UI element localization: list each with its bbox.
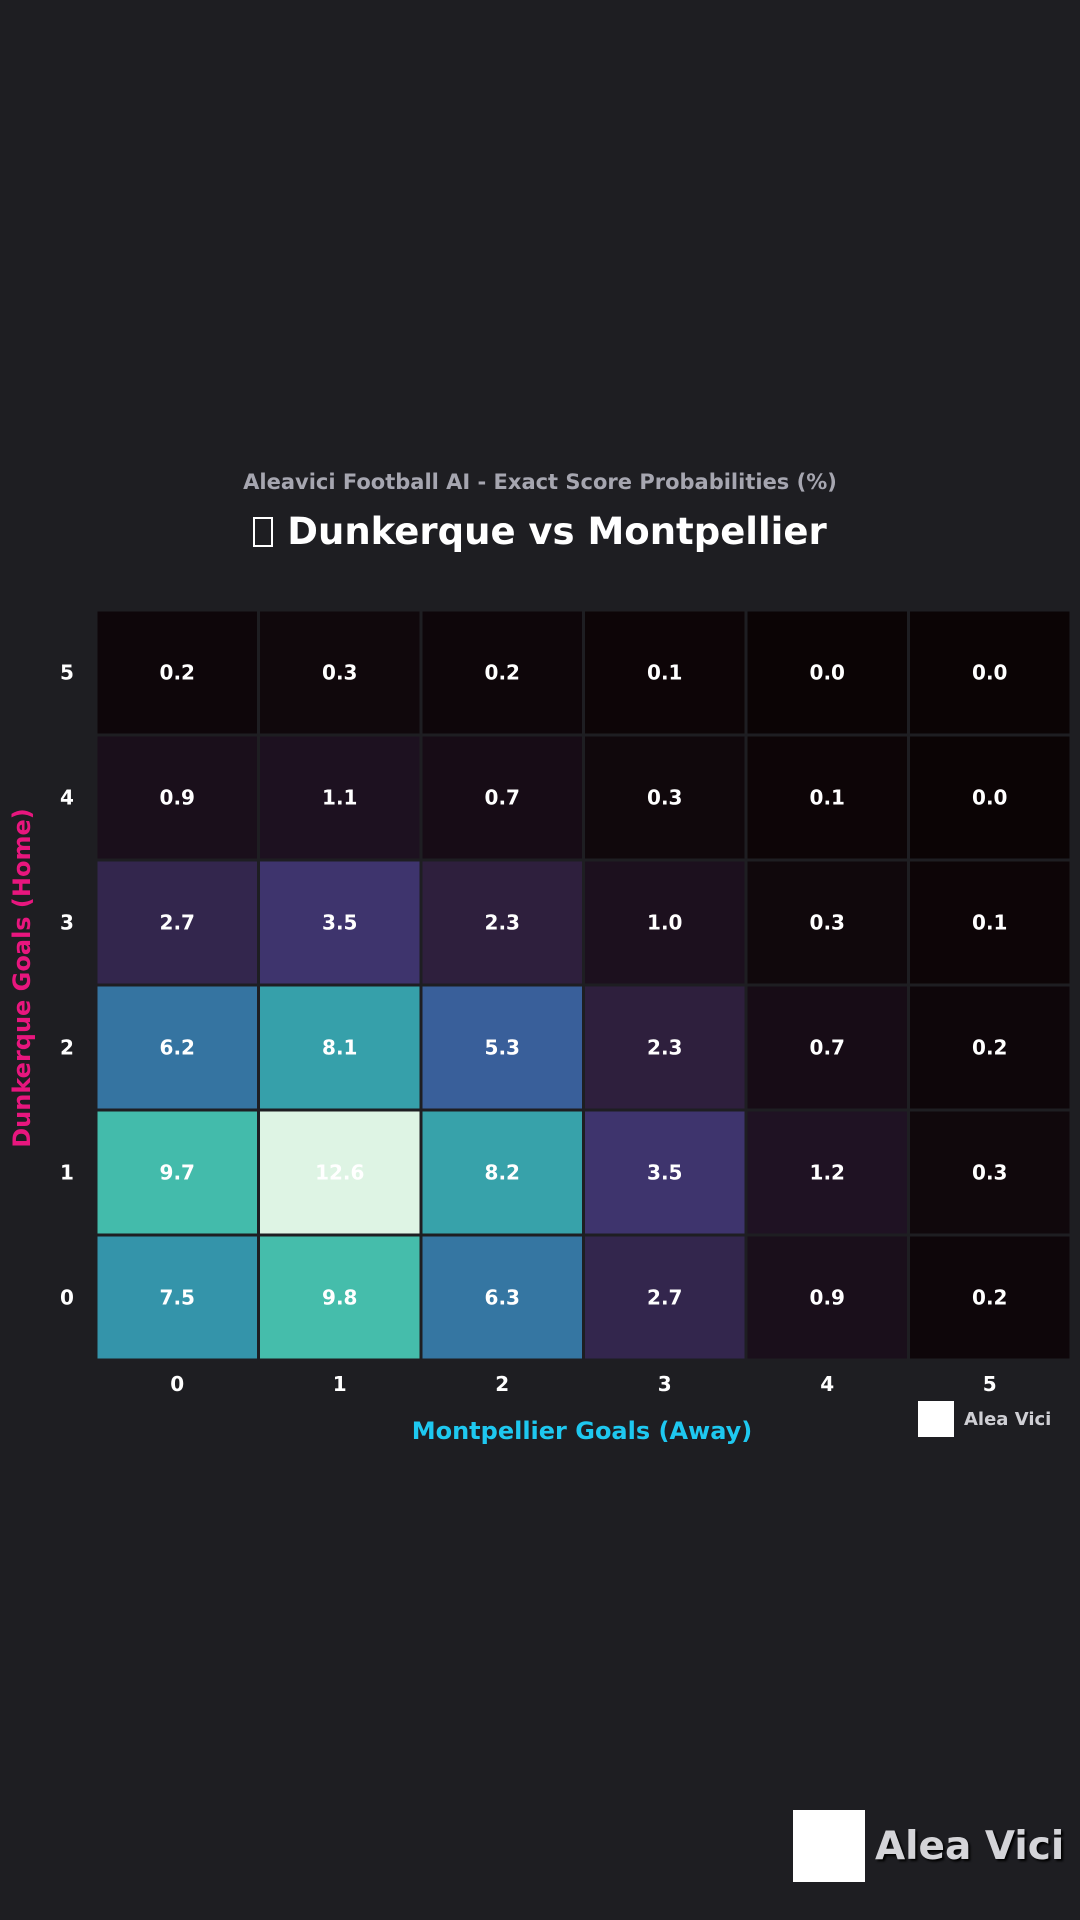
cell-value-label: 0.9 [810,1286,845,1310]
y-tick-label: 4 [60,786,74,810]
x-tick-label: 5 [983,1372,997,1396]
heatmap-cell [907,608,1073,737]
cell-value-label: 0.0 [972,786,1007,810]
watermark-large: Alea Vici [793,1810,1064,1882]
watermark-logo-icon [918,1401,954,1437]
cell-value-label: 0.2 [485,661,520,685]
cell-value-label: 9.7 [160,1161,195,1185]
cell-value-label: 6.2 [160,1036,195,1060]
missing-glyph-icon [253,517,274,547]
cell-value-label: 0.2 [972,1036,1007,1060]
cell-value-label: 0.9 [160,786,195,810]
heatmap-cell [419,858,585,987]
cell-value-label: 8.2 [485,1161,520,1185]
heatmap-cell [582,733,748,862]
heatmap-cell [257,1233,423,1362]
heatmap-cell [419,983,585,1112]
heatmap-cell [257,1108,423,1237]
cell-value-label: 1.0 [647,911,682,935]
cell-value-label: 3.5 [322,911,357,935]
x-tick-label: 1 [333,1372,347,1396]
cell-value-label: 0.3 [322,661,357,685]
chart-title: Dunkerque vs Montpellier [287,510,827,553]
heatmap-cell [582,1233,748,1362]
heatmap-cell [582,983,748,1112]
x-axis-label: Montpellier Goals (Away) [411,1417,753,1445]
heatmap-cell [257,608,423,737]
cell-value-label: 0.2 [972,1286,1007,1310]
heatmap-cell [582,608,748,737]
chart-title-row: Dunkerque vs Montpellier [0,510,1080,553]
cell-value-label: 1.1 [322,786,357,810]
heatmap-cell [907,983,1073,1112]
y-tick-label: 3 [60,911,74,935]
chart-subtitle: Aleavici Football AI - Exact Score Proba… [243,470,837,494]
cell-value-label: 7.5 [160,1286,195,1310]
watermark-small-text: Alea Vici [964,1408,1052,1430]
cell-value-label: 0.3 [647,786,682,810]
heatmap-cell [907,1108,1073,1237]
cell-value-label: 3.5 [647,1161,682,1185]
cell-value-label: 8.1 [322,1036,357,1060]
watermark-small: Alea Vici [918,1401,1051,1437]
cell-value-label: 1.2 [810,1161,845,1185]
heatmap-cell [257,983,423,1112]
y-tick-label: 2 [60,1036,74,1060]
heatmap-cell [744,983,910,1112]
heatmap-cell [744,1108,910,1237]
y-axis-label: Dunkerque Goals (Home) [8,808,36,1148]
x-tick-label: 4 [820,1372,834,1396]
heatmap-cell [94,1108,260,1237]
cell-value-label: 0.1 [810,786,845,810]
cell-value-label: 9.8 [322,1286,357,1310]
heatmap-cell [744,1233,910,1362]
cell-value-label: 0.7 [810,1036,845,1060]
cell-value-label: 0.1 [647,661,682,685]
x-tick-label: 2 [495,1372,509,1396]
cell-value-label: 0.0 [810,661,845,685]
cell-value-label: 0.2 [160,661,195,685]
y-tick-label: 5 [60,661,74,685]
cell-value-label: 0.3 [810,911,845,935]
cell-value-label: 0.3 [972,1161,1007,1185]
cell-value-label: 0.7 [485,786,520,810]
heatmap-cell [907,1233,1073,1362]
cell-value-label: 2.7 [647,1286,682,1310]
cell-value-label: 2.3 [647,1036,682,1060]
heatmap-cell [582,1108,748,1237]
cell-value-label: 6.3 [485,1286,520,1310]
cell-value-label: 5.3 [485,1036,520,1060]
x-tick-label: 3 [658,1372,672,1396]
watermark-logo-icon [793,1810,865,1882]
cell-value-label: 0.0 [972,661,1007,685]
cell-value-label: 12.6 [315,1161,364,1185]
heatmap-cell [907,733,1073,862]
heatmap-cell [419,1233,585,1362]
cell-value-label: 2.3 [485,911,520,935]
heatmap-cell [744,858,910,987]
heatmap-cell [94,733,260,862]
cell-value-label: 2.7 [160,911,195,935]
x-tick-label: 0 [170,1372,184,1396]
y-tick-label: 0 [60,1286,74,1310]
cell-value-label: 0.1 [972,911,1007,935]
y-tick-label: 1 [60,1161,74,1185]
watermark-large-text: Alea Vici [875,1823,1065,1869]
